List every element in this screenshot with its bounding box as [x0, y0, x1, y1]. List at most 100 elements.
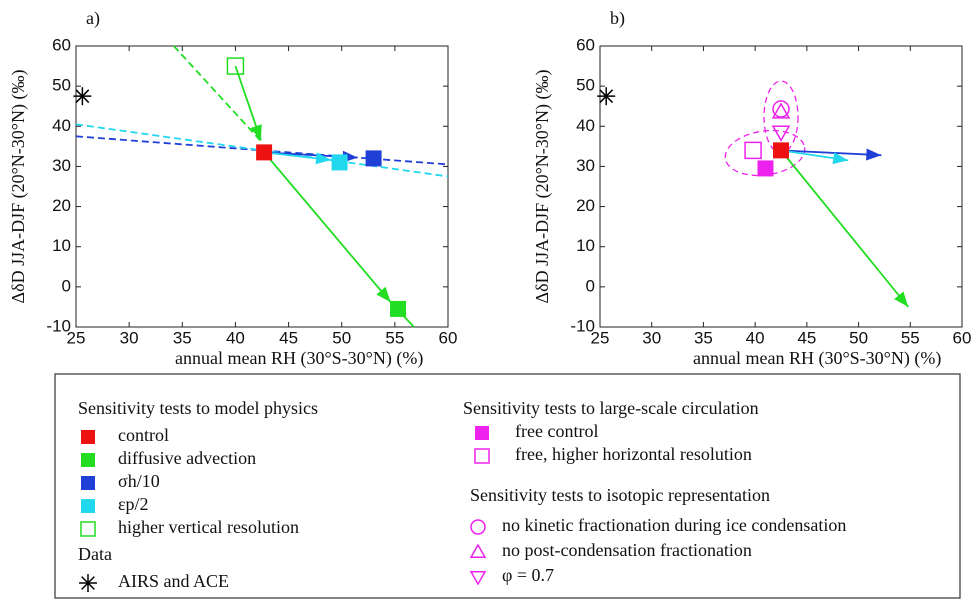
data-point [331, 154, 348, 171]
y-tick-label: 50 [52, 76, 71, 95]
y-tick-label: -10 [570, 316, 595, 335]
legend-marker [81, 499, 95, 513]
marker-shape [474, 448, 490, 464]
legend-label: εp/2 [118, 494, 149, 514]
legend-label: control [118, 425, 169, 445]
legend-title: Sensitivity tests to model physics [78, 398, 318, 418]
marker-shape [75, 89, 90, 104]
y-tick-label: 10 [52, 236, 71, 255]
legend-box [54, 373, 961, 599]
marker-shape [475, 426, 489, 440]
trend-line [780, 149, 849, 165]
trend-line [75, 135, 449, 166]
marker-shape [470, 519, 486, 535]
x-tick-label: 60 [439, 328, 458, 347]
x-tick-label: 55 [901, 328, 920, 347]
y-tick-label: 30 [576, 156, 595, 175]
y-tick-label: 60 [576, 35, 595, 54]
legend-label: no kinetic fractionation during ice cond… [502, 515, 846, 535]
legend-marker [81, 453, 95, 467]
arrow-head [376, 286, 391, 303]
trend-line [234, 65, 262, 141]
data-point [365, 150, 382, 167]
legend-marker [469, 543, 487, 558]
y-tick-label: 40 [576, 116, 595, 135]
marker-shape [365, 150, 382, 167]
marker-shape [469, 543, 487, 558]
legend-title: Sensitivity tests to isotopic representa… [470, 485, 770, 505]
marker-shape [256, 144, 273, 161]
x-tick-label: 40 [746, 328, 765, 347]
y-tick-label: 0 [586, 276, 595, 295]
x-axis-label: annual mean RH (30°S-30°N) (%) [693, 348, 941, 369]
x-tick-label: 50 [332, 328, 351, 347]
legend-label: free control [515, 421, 598, 441]
legend-title: Data [78, 544, 112, 564]
arrow-head [315, 152, 332, 165]
trend-line [780, 149, 909, 308]
marker-shape [81, 453, 95, 467]
panel-label: a) [86, 8, 100, 29]
arrow-head [832, 152, 849, 165]
line-path [263, 151, 392, 303]
x-axis-label: annual mean RH (30°S-30°N) (%) [175, 348, 423, 369]
marker-shape [744, 141, 762, 160]
line-path [780, 149, 882, 157]
marker-shape [331, 154, 348, 171]
y-axis-label: ΔδD JJA-DJF (20°N-30°N) (‰) [532, 70, 553, 304]
legend-marker [81, 476, 95, 490]
marker-shape [81, 499, 95, 513]
y-tick-label: -10 [46, 316, 71, 335]
x-tick-label: 35 [694, 328, 713, 347]
marker-shape [81, 430, 95, 444]
data-point [73, 87, 92, 106]
y-axis-label: ΔδD JJA-DJF (20°N-30°N) (‰) [8, 70, 29, 304]
marker-shape [773, 142, 789, 159]
arrow-head [250, 124, 262, 141]
y-tick-label: 20 [52, 196, 71, 215]
data-point [256, 144, 273, 161]
arrow-head [894, 291, 909, 307]
marker-shape [771, 102, 791, 119]
line-path [780, 149, 909, 308]
trend-line [264, 151, 332, 165]
x-tick-label: 55 [385, 328, 404, 347]
legend-marker [469, 571, 487, 586]
y-tick-label: 50 [576, 76, 595, 95]
legend-marker [79, 574, 97, 592]
x-tick-label: 45 [797, 328, 816, 347]
x-tick-label: 60 [953, 328, 972, 347]
data-point [597, 87, 616, 106]
legend-marker [475, 426, 489, 440]
trend-line [263, 151, 392, 303]
legend-label: free, higher horizontal resolution [515, 444, 752, 464]
legend-marker [80, 521, 96, 537]
data-point [771, 102, 791, 119]
legend-label: σh/10 [118, 471, 160, 491]
line-path [75, 135, 449, 166]
legend-marker [470, 519, 486, 535]
marker-shape [771, 125, 791, 142]
marker-shape [599, 89, 614, 104]
group-outline [724, 129, 806, 177]
y-tick-label: 10 [576, 236, 595, 255]
data-point [226, 57, 245, 75]
y-tick-label: 20 [576, 196, 595, 215]
data-point [757, 160, 774, 177]
legend-label: higher vertical resolution [118, 517, 299, 537]
panel-label: b) [610, 8, 625, 29]
arrow-head [866, 148, 882, 161]
marker-shape [81, 476, 95, 490]
x-tick-label: 50 [849, 328, 868, 347]
data-point [390, 300, 407, 317]
x-tick-label: 40 [226, 328, 245, 347]
y-tick-label: 30 [52, 156, 71, 175]
data-point [772, 100, 790, 118]
marker-shape [390, 300, 407, 317]
marker-shape [81, 576, 95, 590]
legend-label: φ = 0.7 [502, 565, 554, 585]
marker-shape [226, 57, 245, 75]
plot-frame [75, 45, 449, 328]
plot-frame [599, 45, 963, 328]
